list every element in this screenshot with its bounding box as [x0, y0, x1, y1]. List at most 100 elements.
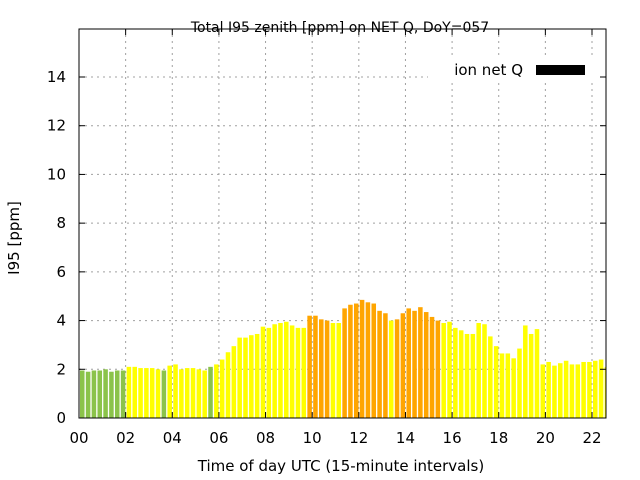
x-tick-label: 18 — [489, 429, 508, 447]
bar — [225, 352, 231, 418]
y-tick-label: 4 — [56, 312, 66, 330]
bar — [167, 365, 172, 418]
bar — [155, 369, 161, 418]
bar — [558, 363, 563, 418]
bar — [371, 303, 377, 418]
bar — [266, 327, 272, 418]
bar — [470, 333, 476, 418]
bar — [190, 368, 196, 418]
x-axis-label: Time of day UTC (15-minute intervals) — [197, 457, 484, 475]
x-tick-label: 20 — [536, 429, 555, 447]
bar — [173, 364, 178, 418]
y-tick-label: 6 — [56, 263, 66, 281]
bar — [278, 323, 283, 418]
bar — [435, 320, 441, 418]
bar — [476, 323, 481, 418]
bar — [540, 364, 546, 418]
bar — [505, 353, 511, 418]
x-tick-labels: 00 02 04 06 08 10 12 14 16 18 20 22 — [69, 429, 601, 447]
bar — [587, 361, 592, 418]
y-tick-label: 14 — [47, 68, 66, 86]
y-tick-label: 10 — [47, 165, 66, 183]
bar — [563, 360, 569, 418]
y-tick-label: 2 — [56, 360, 66, 378]
bar — [593, 360, 598, 418]
bar — [575, 364, 581, 418]
bar — [179, 369, 184, 418]
legend-swatch — [536, 65, 585, 75]
bar — [353, 303, 359, 418]
bar — [80, 370, 85, 418]
chart-title: Total I95 zenith [ppm] on NET Q, DoY=057 — [190, 20, 489, 36]
bar — [342, 308, 347, 418]
bar — [237, 337, 242, 418]
bar — [97, 370, 103, 418]
bar — [441, 323, 446, 418]
bar — [377, 310, 382, 418]
bar — [569, 364, 575, 418]
bar — [149, 368, 155, 418]
x-tick-label: 12 — [349, 429, 368, 447]
bar — [365, 302, 371, 418]
bar — [202, 370, 207, 418]
bar — [598, 359, 604, 418]
bar — [458, 330, 464, 418]
bar — [336, 323, 342, 418]
bar — [330, 323, 336, 418]
bar — [528, 333, 534, 418]
bar — [493, 346, 499, 418]
legend: ion net Q — [428, 57, 598, 83]
bar — [109, 371, 114, 418]
bar — [132, 366, 137, 418]
bar — [313, 315, 318, 418]
bar — [120, 370, 126, 418]
bar — [284, 321, 289, 418]
tick-marks — [78, 29, 606, 419]
bar — [289, 325, 295, 418]
bar — [324, 320, 330, 418]
bar — [126, 366, 132, 418]
legend-label: ion net Q — [454, 61, 523, 79]
bar — [208, 366, 213, 418]
bar — [388, 320, 394, 418]
bar — [418, 307, 423, 419]
bar — [359, 299, 365, 418]
y-tick-labels: 0 2 4 6 8 10 12 14 — [47, 68, 66, 427]
bar — [348, 304, 353, 418]
bar — [85, 371, 91, 418]
bar — [243, 337, 248, 418]
bar — [517, 348, 522, 418]
bar — [214, 364, 219, 418]
bar — [301, 327, 307, 418]
bar — [138, 368, 143, 418]
bar — [429, 316, 435, 418]
x-tick-label: 08 — [256, 429, 275, 447]
bar — [412, 310, 417, 418]
bar — [499, 353, 505, 418]
bar — [406, 308, 411, 418]
bar — [196, 369, 202, 418]
x-tick-label: 06 — [209, 429, 228, 447]
bar — [511, 358, 516, 418]
bars — [80, 299, 606, 419]
x-tick-label: 04 — [163, 429, 182, 447]
bar — [260, 326, 266, 418]
bar — [114, 370, 120, 418]
x-tick-label: 16 — [443, 429, 462, 447]
bar — [272, 324, 277, 419]
y-tick-label: 12 — [47, 117, 66, 135]
bar — [231, 346, 237, 418]
bar — [453, 327, 458, 418]
bar — [423, 312, 429, 418]
bar — [534, 329, 540, 418]
bar — [254, 333, 260, 418]
bar — [307, 315, 312, 418]
y-tick-label: 8 — [56, 214, 66, 232]
bar — [464, 333, 470, 418]
bar — [144, 368, 149, 418]
x-tick-label: 22 — [582, 429, 601, 447]
bar — [488, 336, 493, 418]
x-tick-label: 14 — [396, 429, 415, 447]
bar — [219, 359, 225, 418]
